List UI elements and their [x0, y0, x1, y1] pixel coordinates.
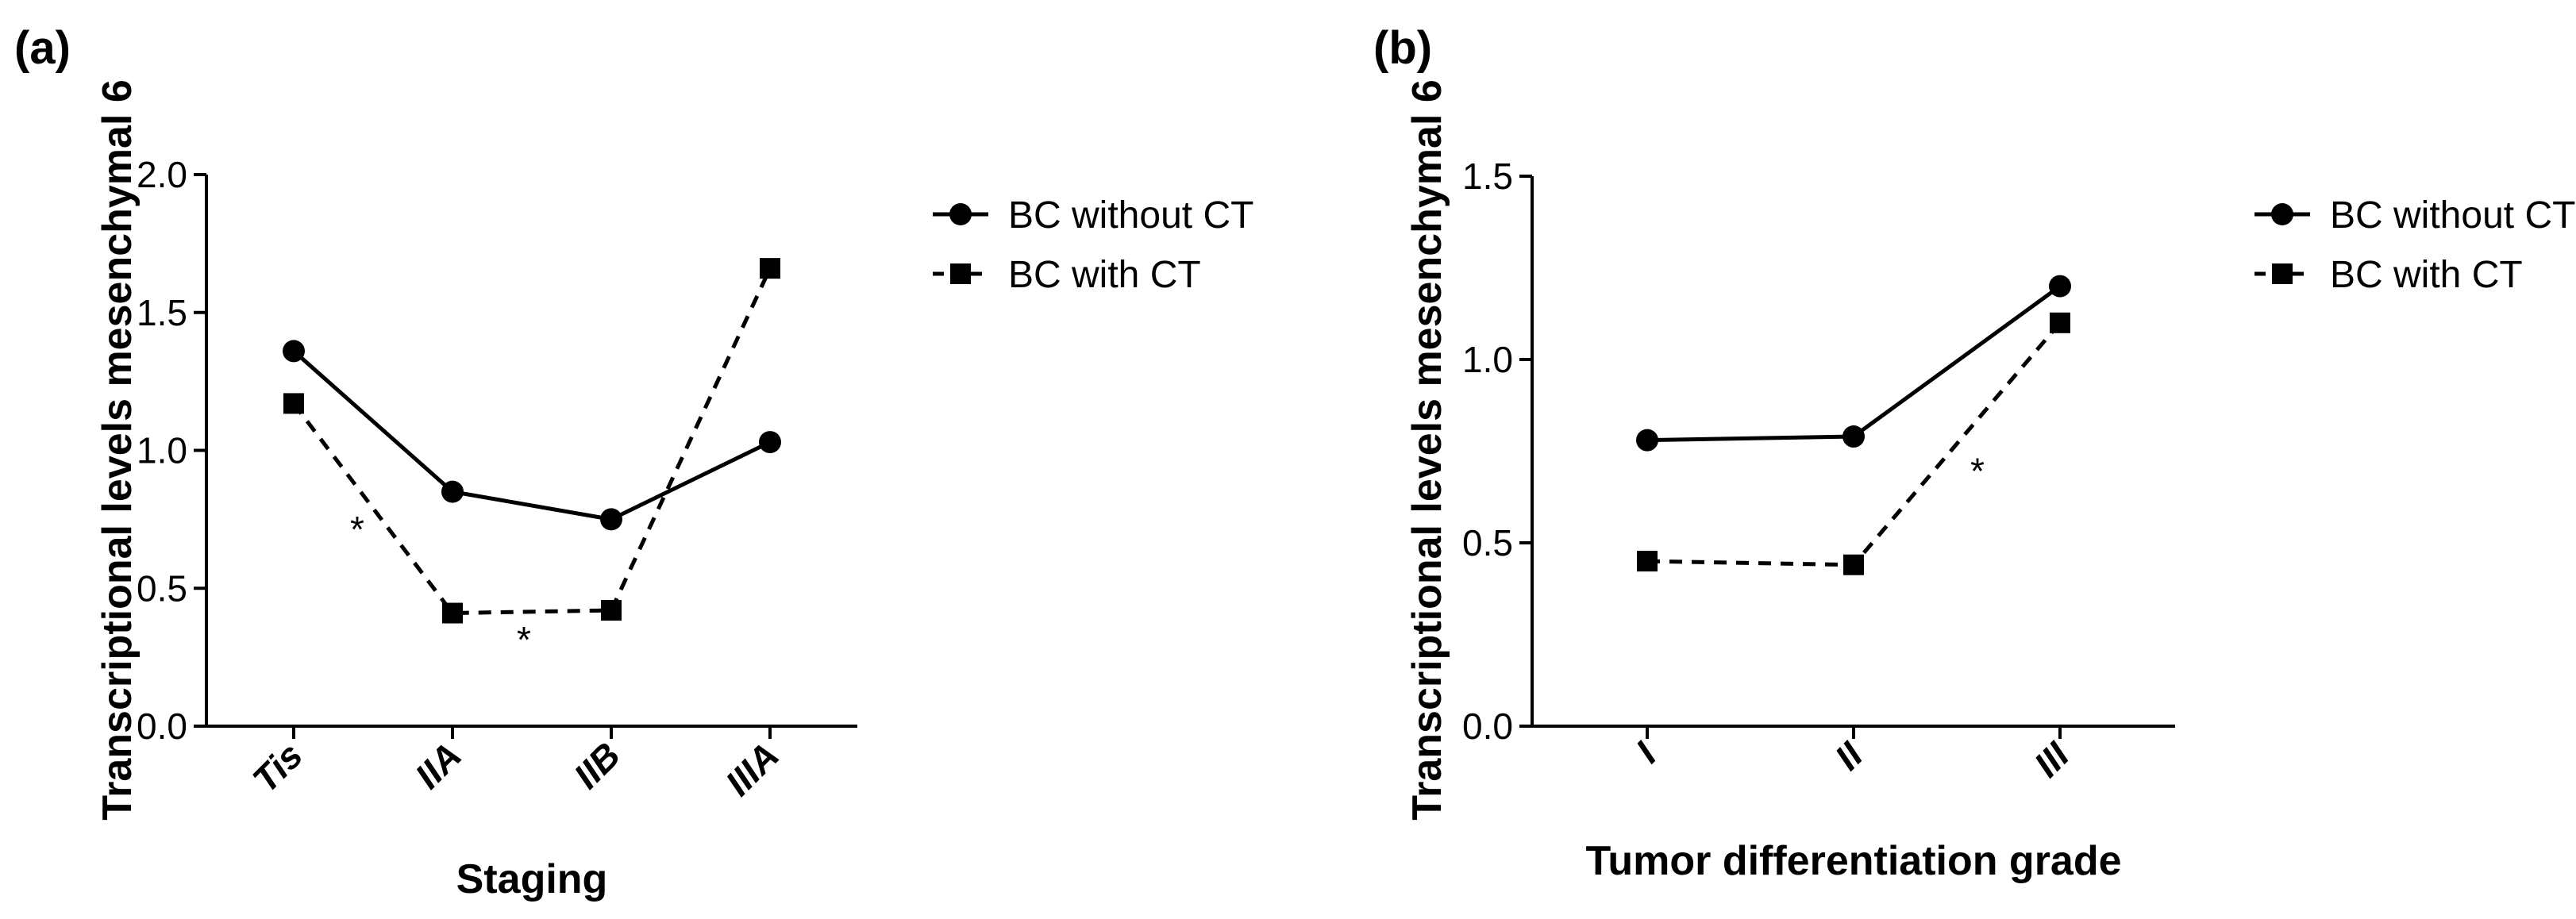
significance-marker: *	[517, 619, 531, 660]
data-point	[1636, 429, 1658, 452]
legend-marker	[949, 203, 972, 225]
significance-marker: *	[1970, 451, 1985, 492]
significance-marker: *	[350, 509, 364, 550]
data-point	[441, 480, 464, 503]
data-point	[1637, 551, 1658, 572]
legend-label: BC with CT	[1008, 254, 1201, 296]
legend-marker	[950, 263, 971, 284]
series-bc-with-ct	[1637, 312, 2070, 575]
y-axis-title: Transcriptional levels mesenchymal 6	[94, 79, 141, 821]
x-tick-label: I	[1627, 733, 1665, 771]
x-tick-label: IIIA	[718, 734, 787, 803]
panel-label: (a)	[14, 22, 71, 74]
series-bc-without-ct	[283, 340, 781, 531]
x-axis-title: Staging	[456, 856, 608, 902]
x-tick-label: III	[2026, 733, 2077, 785]
y-tick-label: 2.0	[137, 154, 187, 195]
x-tick-label: IIB	[566, 734, 628, 796]
data-point	[760, 258, 780, 279]
y-tick-label: 0.5	[137, 567, 187, 609]
data-point	[283, 340, 305, 363]
data-point	[283, 393, 304, 414]
data-point	[442, 602, 463, 624]
data-point	[2050, 312, 2070, 333]
legend-label: BC without CT	[1008, 194, 1253, 236]
legend-marker	[2271, 203, 2293, 225]
y-tick-label: 1.0	[137, 430, 187, 471]
series-line	[292, 349, 772, 521]
x-tick-label: IIA	[407, 734, 469, 796]
y-tick-label: 0.0	[1462, 706, 1513, 747]
data-point	[759, 431, 781, 454]
y-axis-title: Transcriptional levels mesenchymal 6	[1404, 79, 1450, 821]
y-tick-label: 1.5	[137, 292, 187, 333]
legend: BC without CT BC with CT	[2254, 194, 2575, 296]
panel-label: (b)	[1373, 22, 1432, 74]
y-tick-label: 1.0	[1462, 339, 1513, 380]
x-axis-title: Tumor differentiation grade	[1585, 838, 2121, 884]
legend-label: BC without CT	[2330, 194, 2575, 236]
data-point	[600, 508, 622, 531]
chart-panel-a: (a) 0.0 0.5 1.0 1.5 2.0 Tis IIA IIB IIIA Transcrip…	[14, 22, 1253, 902]
legend-label: BC with CT	[2330, 254, 2523, 296]
data-point	[2049, 275, 2071, 298]
series-line	[1646, 284, 2062, 443]
series-line	[292, 267, 772, 616]
series-bc-without-ct	[1636, 275, 2071, 452]
legend-marker	[2272, 263, 2293, 284]
series-bc-with-ct	[283, 258, 780, 624]
data-point	[1842, 425, 1865, 448]
data-point	[1843, 554, 1864, 575]
data-point	[601, 600, 622, 621]
x-tick-label: Tis	[245, 734, 310, 800]
y-tick-label: 1.5	[1462, 156, 1513, 197]
legend: BC without CT BC with CT	[933, 194, 1253, 296]
y-tick-label: 0.5	[1462, 522, 1513, 563]
x-tick-label: II	[1827, 733, 1871, 778]
y-tick-label: 0.0	[137, 706, 187, 747]
